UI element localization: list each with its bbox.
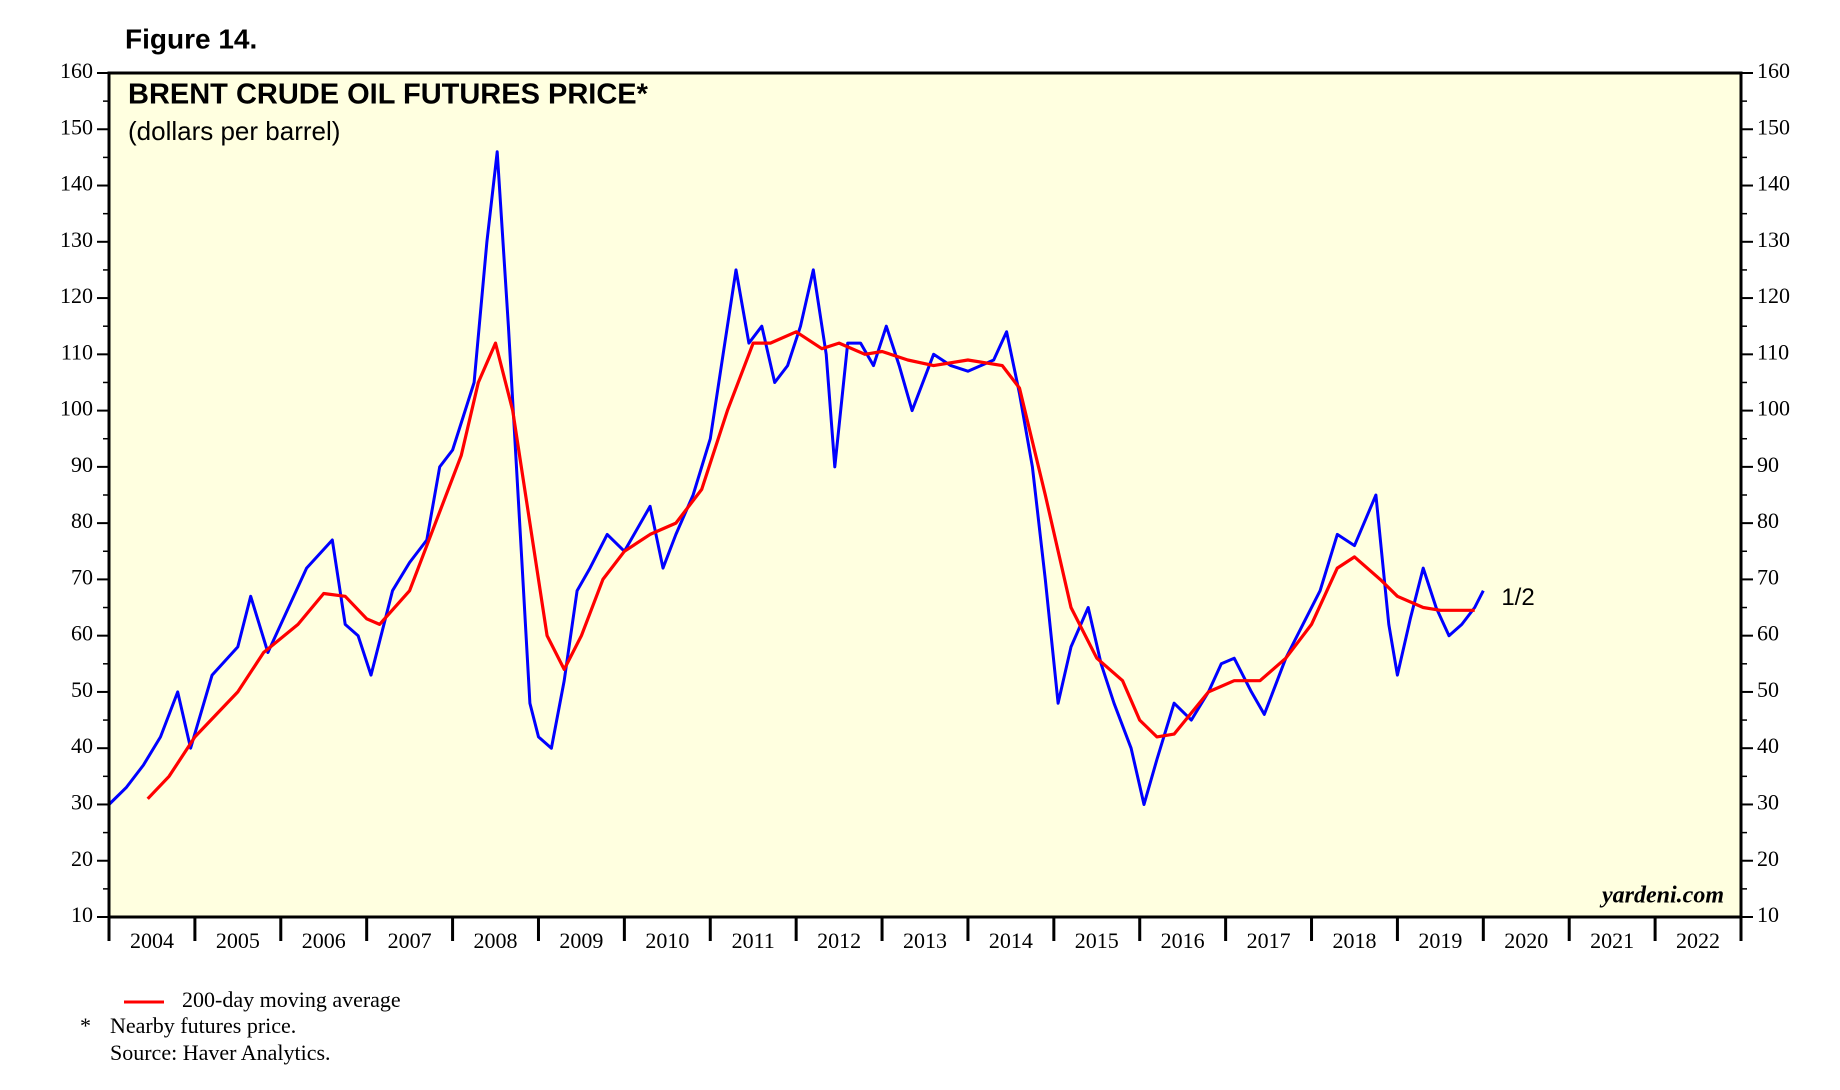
y-tick-label: 10 [71, 902, 93, 927]
x-tick-label: 2020 [1504, 928, 1548, 953]
y-tick-label: 30 [71, 790, 93, 815]
y2-tick-label: 40 [1757, 733, 1779, 758]
x-tick-label: 2005 [216, 928, 260, 953]
y-tick-label: 100 [60, 396, 93, 421]
y-tick-label: 20 [71, 846, 93, 871]
watermark: yardeni.com [1599, 883, 1724, 909]
plot-border [107, 71, 1743, 919]
x-tick-label: 2015 [1075, 928, 1119, 953]
figure-label: Figure 14. [125, 23, 257, 54]
y2-tick-label: 120 [1757, 283, 1790, 308]
y2-tick-label: 110 [1757, 339, 1789, 364]
x-tick-label: 2021 [1590, 928, 1634, 953]
y-tick-label: 70 [71, 564, 93, 589]
y2-tick-label: 100 [1757, 396, 1790, 421]
y-tick-label: 140 [60, 171, 93, 196]
y2-tick-label: 50 [1757, 677, 1779, 702]
y-tick-label: 110 [61, 339, 93, 364]
y-tick-label: 90 [71, 452, 93, 477]
x-tick-label: 2008 [474, 928, 518, 953]
legend-label: 200-day moving average [182, 987, 401, 1012]
y2-tick-label: 70 [1757, 564, 1779, 589]
x-tick-label: 2011 [732, 928, 775, 953]
y-tick-label: 120 [60, 283, 93, 308]
x-tick-label: 2010 [645, 928, 689, 953]
annotation: 1/2 [1501, 584, 1534, 611]
y-tick-label: 130 [60, 227, 93, 252]
plot-background [109, 73, 1741, 917]
y2-tick-label: 150 [1757, 114, 1790, 139]
footnote-marker: * [80, 1013, 91, 1038]
series-line [107, 150, 1485, 806]
y2-tick-label: 30 [1757, 790, 1779, 815]
x-tick-label: 2016 [1161, 928, 1205, 953]
x-tick-label: 2014 [989, 928, 1033, 953]
y2-tick-label: 60 [1757, 621, 1779, 646]
x-tick-label: 2006 [302, 928, 346, 953]
y-tick-label: 40 [71, 733, 93, 758]
footnote: Nearby futures price. [110, 1013, 296, 1038]
x-tick-label: 2019 [1418, 928, 1462, 953]
y-tick-label: 160 [60, 58, 93, 83]
source: Source: Haver Analytics. [110, 1040, 331, 1065]
chart-title: BRENT CRUDE OIL FUTURES PRICE* [128, 79, 649, 111]
y-tick-label: 50 [71, 677, 93, 702]
x-tick-label: 2018 [1332, 928, 1376, 953]
x-tick-label: 2022 [1676, 928, 1720, 953]
y2-tick-label: 160 [1757, 58, 1790, 83]
x-tick-label: 2013 [903, 928, 947, 953]
y2-tick-label: 140 [1757, 171, 1790, 196]
x-tick-label: 2004 [130, 928, 174, 953]
y2-tick-label: 130 [1757, 227, 1790, 252]
y-tick-label: 60 [71, 621, 93, 646]
x-tick-label: 2012 [817, 928, 861, 953]
y-tick-label: 80 [71, 508, 93, 533]
y2-tick-label: 90 [1757, 452, 1779, 477]
chart-subtitle: (dollars per barrel) [128, 116, 340, 146]
x-tick-label: 2007 [388, 928, 432, 953]
x-tick-label: 2017 [1247, 928, 1291, 953]
y-tick-label: 150 [60, 114, 93, 139]
series-line [146, 330, 1475, 800]
y2-tick-label: 80 [1757, 508, 1779, 533]
y2-tick-label: 20 [1757, 846, 1779, 871]
y2-tick-label: 10 [1757, 902, 1779, 927]
x-tick-label: 2009 [559, 928, 603, 953]
